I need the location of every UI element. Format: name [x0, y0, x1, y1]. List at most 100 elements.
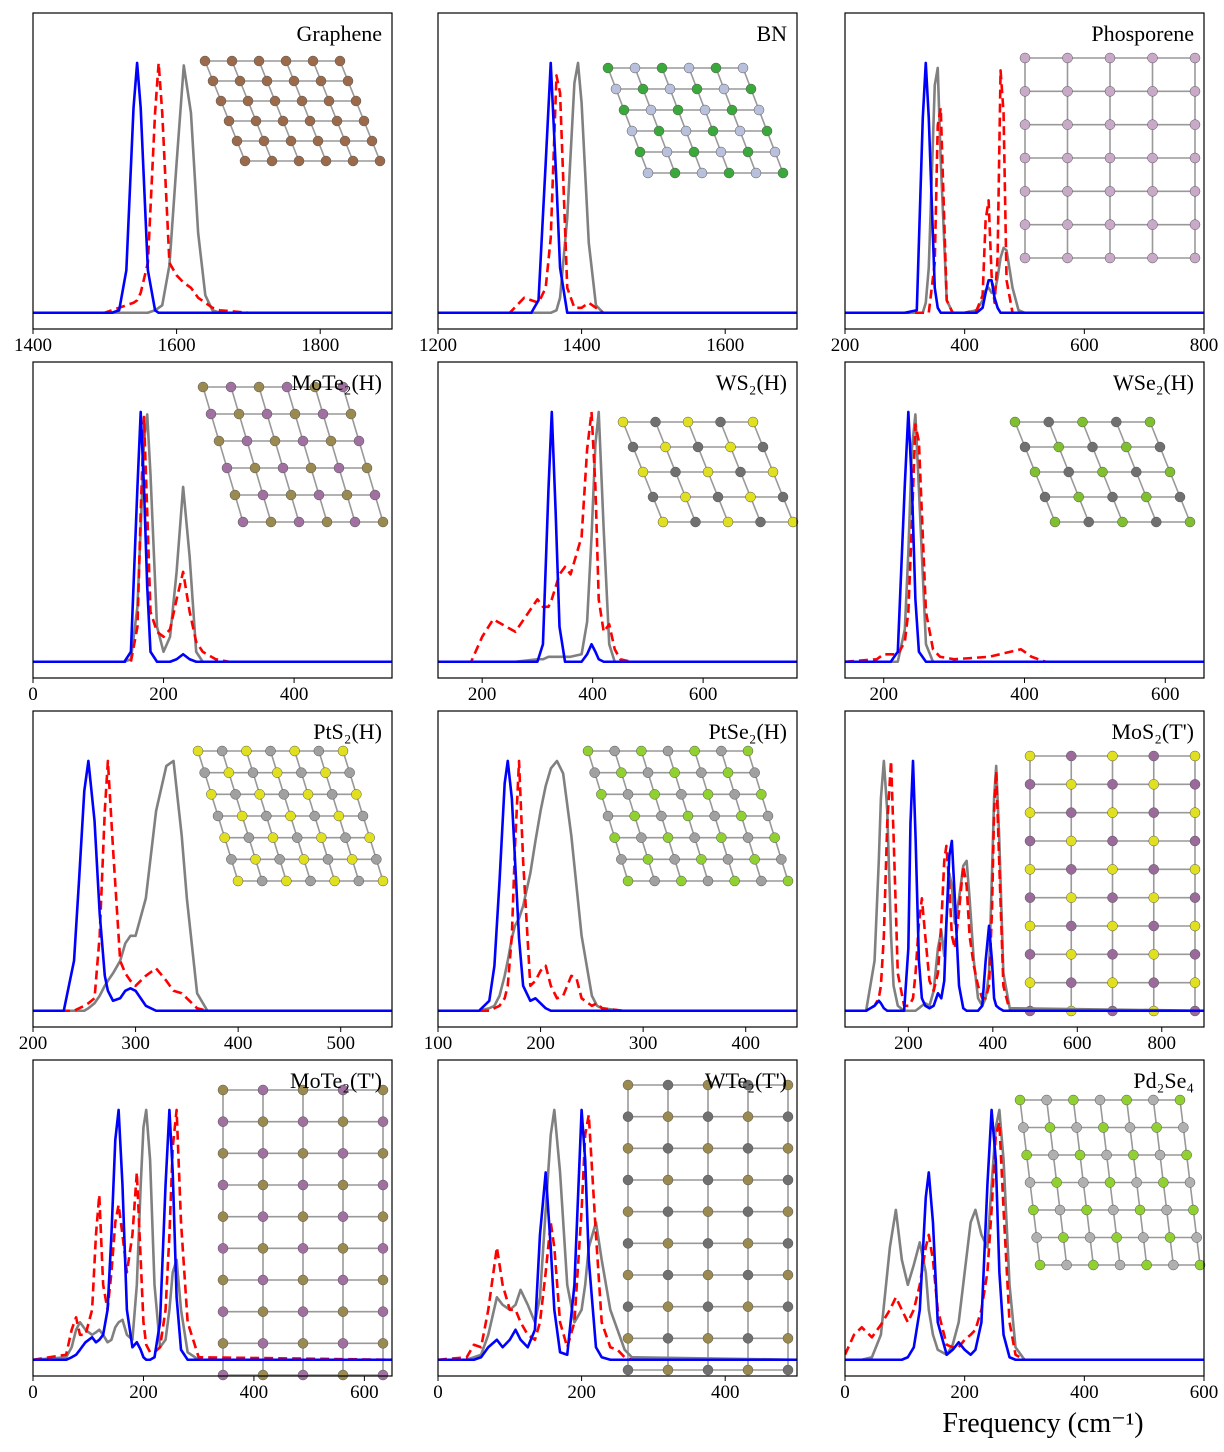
- atom: [298, 1243, 308, 1253]
- atom: [1149, 921, 1159, 931]
- atom: [1068, 1095, 1078, 1105]
- atom: [713, 492, 723, 502]
- atom: [726, 442, 736, 452]
- atom: [324, 96, 334, 106]
- atom: [783, 1302, 793, 1312]
- atom: [778, 492, 788, 502]
- atom: [1190, 186, 1200, 196]
- atom: [1190, 864, 1200, 874]
- atom: [630, 63, 640, 73]
- atom: [756, 876, 766, 886]
- atom: [711, 63, 721, 73]
- atom: [596, 789, 606, 799]
- structure-inset: [218, 1085, 388, 1380]
- atom: [258, 1338, 268, 1348]
- panel-title: WS₂(H): [716, 370, 787, 395]
- atom: [1078, 417, 1088, 427]
- x-tick-label: 600: [689, 684, 718, 705]
- atom: [1108, 779, 1118, 789]
- atom: [250, 463, 260, 473]
- atom: [1112, 1233, 1122, 1243]
- spectrum-line: [33, 65, 392, 312]
- atom: [298, 1275, 308, 1285]
- atom: [1048, 1150, 1058, 1160]
- atom: [230, 490, 240, 500]
- atom: [703, 1333, 713, 1343]
- atom: [231, 789, 241, 799]
- x-tick-label: 0: [28, 1382, 38, 1403]
- atom: [1105, 220, 1115, 230]
- structure-inset: [1015, 1095, 1205, 1270]
- atom: [266, 746, 276, 756]
- atom: [1148, 153, 1158, 163]
- atom: [1152, 1123, 1162, 1133]
- atom: [703, 1238, 713, 1248]
- x-tick-label: 400: [224, 1033, 253, 1054]
- atom: [663, 746, 673, 756]
- atom: [281, 876, 291, 886]
- atom: [1025, 808, 1035, 818]
- atom: [623, 789, 633, 799]
- atom: [1135, 1205, 1145, 1215]
- atom: [681, 126, 691, 136]
- atom: [240, 156, 250, 166]
- atom: [213, 811, 223, 821]
- atom: [681, 492, 691, 502]
- atom: [1025, 836, 1035, 846]
- atom: [696, 768, 706, 778]
- atom: [258, 1085, 268, 1095]
- atom: [663, 1365, 673, 1375]
- atom: [1190, 921, 1200, 931]
- atom: [322, 517, 332, 527]
- x-tick-label: 0: [433, 1382, 443, 1403]
- atom: [272, 768, 282, 778]
- atom: [623, 1238, 633, 1248]
- atom: [654, 126, 664, 136]
- atom: [347, 854, 357, 864]
- atom: [663, 1143, 673, 1153]
- atom: [1044, 417, 1054, 427]
- atom: [716, 147, 726, 157]
- atom: [1190, 949, 1200, 959]
- atom: [251, 854, 261, 864]
- atom: [316, 833, 326, 843]
- atom: [1066, 751, 1076, 761]
- x-tick-label: 400: [950, 335, 979, 356]
- spectrum-line: [438, 63, 797, 313]
- atom: [730, 876, 740, 886]
- atom: [335, 56, 345, 66]
- x-tick-label: 0: [840, 1382, 850, 1403]
- spectrum-line: [438, 412, 797, 662]
- spectrum-line: [438, 412, 797, 662]
- panel-title: Phosporene: [1091, 21, 1194, 46]
- atom: [338, 1338, 348, 1348]
- atom: [1190, 836, 1200, 846]
- atom: [1190, 153, 1200, 163]
- atom: [237, 811, 247, 821]
- atom: [783, 1207, 793, 1217]
- panel: 0200400WTe₂(T'): [433, 1060, 797, 1403]
- atom: [222, 463, 232, 473]
- atom: [628, 442, 638, 452]
- atom: [218, 1243, 228, 1253]
- panel-title: WSe₂(H): [1113, 370, 1194, 395]
- atom: [341, 833, 351, 843]
- atom: [1105, 86, 1115, 96]
- atom: [751, 168, 761, 178]
- atom: [1066, 893, 1076, 903]
- atom: [314, 490, 324, 500]
- panel: 0200400MoTe₂(H): [28, 362, 392, 705]
- atom: [743, 1365, 753, 1375]
- atom: [1185, 1178, 1195, 1188]
- atom: [1054, 442, 1064, 452]
- atom: [1028, 1205, 1038, 1215]
- atom: [1190, 53, 1200, 63]
- atom: [663, 833, 673, 843]
- atom: [371, 854, 381, 864]
- panel-title: MoTe₂(H): [292, 370, 382, 395]
- atom: [1063, 86, 1073, 96]
- atom: [261, 811, 271, 821]
- atom: [750, 854, 760, 864]
- atom: [743, 1207, 753, 1217]
- atom: [378, 1338, 388, 1348]
